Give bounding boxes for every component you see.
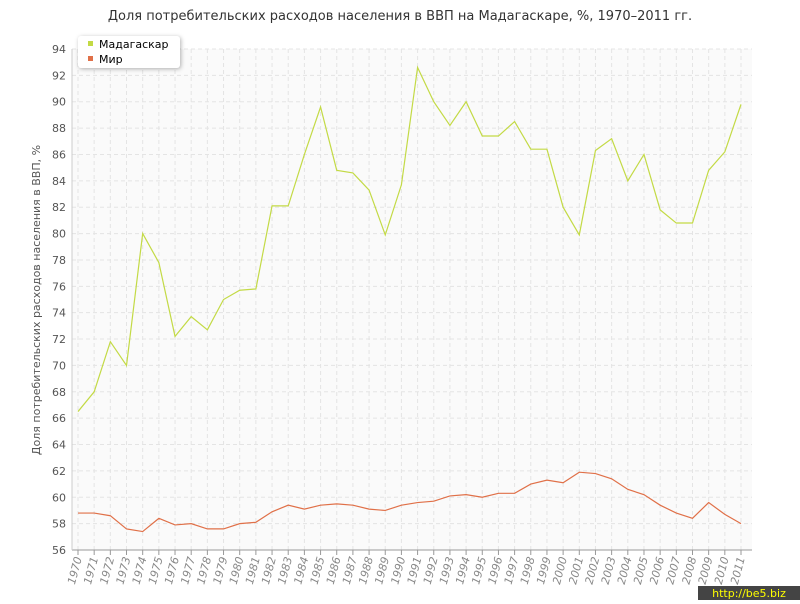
y-tick-label: 84: [52, 175, 66, 188]
watermark-bg: [698, 586, 800, 600]
legend-box: [78, 36, 180, 68]
y-tick-label: 80: [52, 228, 66, 241]
y-tick-label: 74: [52, 307, 66, 320]
y-tick-label: 56: [52, 544, 66, 557]
y-tick-label: 68: [52, 386, 66, 399]
legend-label: Мадагаскар: [99, 38, 169, 51]
legend-swatch: [88, 41, 93, 46]
y-tick-label: 70: [52, 359, 66, 372]
y-tick-label: 78: [52, 254, 66, 267]
legend-swatch: [88, 56, 93, 61]
y-tick-label: 88: [52, 122, 66, 135]
y-tick-label: 76: [52, 280, 66, 293]
y-axis-label: Доля потребительских расходов населения …: [30, 145, 43, 455]
series-line: [78, 471, 742, 533]
y-tick-label: 82: [52, 201, 66, 214]
legend-label: Мир: [99, 53, 123, 66]
y-tick-label: 64: [52, 439, 66, 452]
chart-title: Доля потребительских расходов населения …: [108, 9, 692, 24]
y-tick-label: 62: [52, 465, 66, 478]
watermark: http://be5.biz: [712, 587, 786, 600]
plot-area: [72, 49, 752, 550]
y-tick-label: 94: [52, 43, 66, 56]
y-tick-label: 92: [52, 69, 66, 82]
series-line: [77, 65, 742, 412]
y-tick-label: 60: [52, 491, 66, 504]
y-tick-label: 72: [52, 333, 66, 346]
y-tick-label: 86: [52, 148, 66, 161]
y-tick-label: 66: [52, 412, 66, 425]
y-tick-label: 58: [52, 518, 66, 531]
y-tick-label: 90: [52, 96, 66, 109]
